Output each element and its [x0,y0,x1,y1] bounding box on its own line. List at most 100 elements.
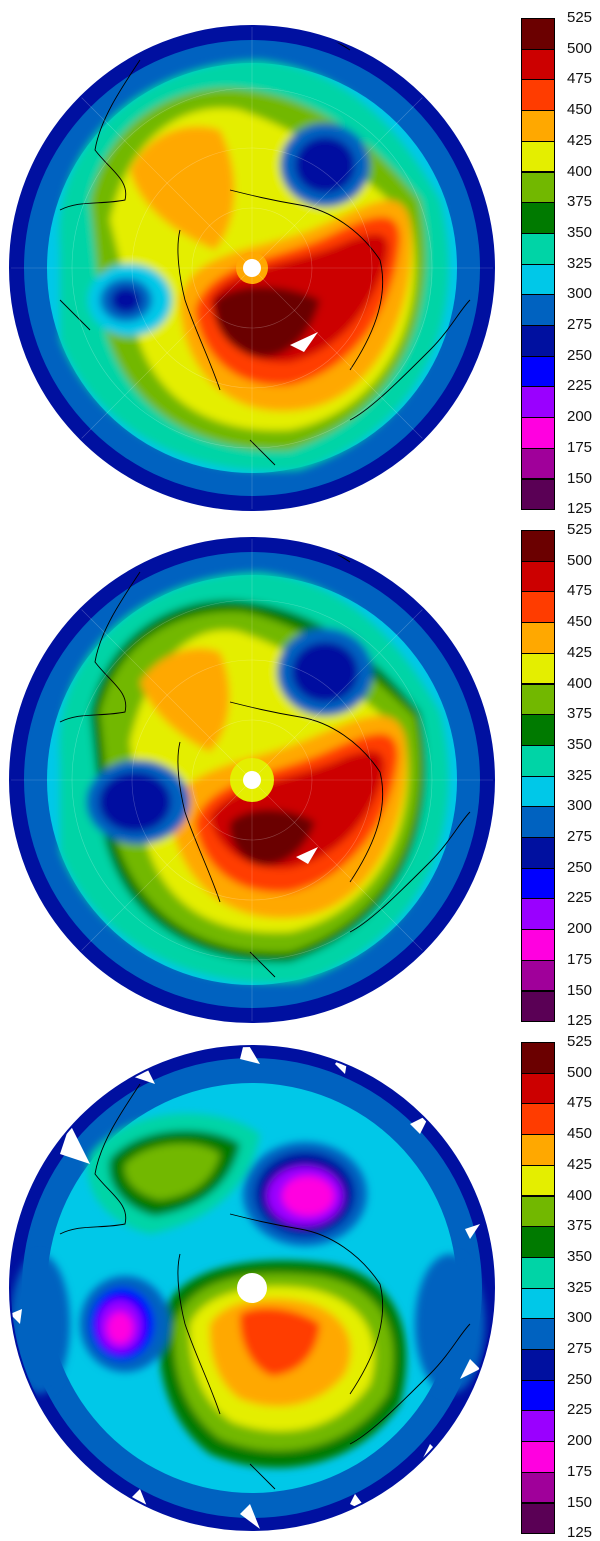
colorbar-swatch [521,1379,555,1412]
colorbar-tick-label: 175 [567,950,593,968]
colorbar-tick-label: 250 [567,346,593,364]
colorbar-swatch [521,1349,555,1381]
colorbar-swatch [521,1441,555,1473]
map-boundary-2 [9,537,495,1023]
colorbar-swatch [521,1195,555,1228]
ozone-field-2 [10,538,494,1022]
colorbar-tick-label: 125 [567,1524,593,1541]
colorbar-tick-label: 400 [567,1186,593,1204]
colorbar-tick-label: 175 [567,1462,593,1480]
polar-map-1 [9,25,495,511]
colorbar-tick-label: 175 [567,438,593,456]
colorbar-tick-label: 325 [567,254,593,272]
colorbar-tick-label: 200 [567,408,593,426]
colorbar-tick-label: 450 [567,613,593,631]
ozone-field-1 [10,26,494,510]
colorbar-swatch [521,355,555,388]
colorbar-swatch [521,775,555,808]
colorbar-swatch [521,990,555,1023]
colorbar-swatch [521,1471,555,1504]
colorbar-swatch [521,837,555,869]
colorbar-tick-label: 375 [567,1217,593,1235]
colorbar-tick-label: 350 [567,223,593,241]
coastlines-2 [59,538,471,978]
colorbar-swatch [521,1256,555,1289]
colorbar-swatch [521,263,555,296]
colorbar-tick-label: 225 [567,889,593,907]
colorbar-tick-label: 350 [567,1247,593,1265]
colorbar-swatch [521,140,555,173]
colorbar-swatch [521,232,555,265]
colorbar-swatch [521,202,555,234]
map-boundary-1 [9,25,495,511]
coastlines-1 [59,26,471,466]
colorbar-swatch [521,683,555,716]
colorbar-tick-label: 275 [567,1340,593,1357]
colorbar-tick-label: 450 [567,1125,593,1143]
colorbar-tick-label: 200 [567,1432,593,1450]
colorbar-tick-label: 150 [567,981,593,999]
map-panel-2 [0,512,600,1024]
colorbar-swatch [521,417,555,449]
colorbar-tick-label: 375 [567,705,593,723]
colorbar-tick-label: 200 [567,920,593,938]
colorbar-tick-label: 250 [567,1370,593,1388]
colorbar-tick-label: 225 [567,377,593,395]
colorbar-swatch [521,1502,555,1535]
colorbar-swatch [521,1164,555,1197]
colorbar-swatch [521,714,555,746]
colorbar-swatch [521,294,555,326]
colorbar-swatch [521,1134,555,1166]
colorbar-swatch [521,478,555,511]
colorbar-tick-label: 275 [567,828,593,845]
polar-map-2 [9,537,495,1023]
map-panel-3 [0,1024,600,1536]
colorbar-tick-label: 250 [567,858,593,876]
colorbar-tick-label: 425 [567,643,593,661]
colorbar-swatch [521,1226,555,1258]
colorbar-swatch [521,1287,555,1320]
colorbar-tick-label: 350 [567,735,593,753]
colorbar-swatch [521,806,555,838]
colorbar-tick-label: 325 [567,766,593,784]
colorbar-swatch [521,959,555,992]
colorbar-tick-label: 300 [567,285,593,303]
colorbar-swatch [521,867,555,900]
colorbar-tick-label: 300 [567,797,593,815]
colorbar-swatch [521,1410,555,1443]
colorbar-swatch [521,18,555,50]
ozone-field-3 [10,1046,494,1530]
colorbar-tick-label: 325 [567,1278,593,1296]
colorbar-tick-label: 500 [567,551,593,569]
colorbar-tick-label: 450 [567,101,593,119]
colorbar-swatch [521,1042,555,1074]
colorbar-tick-label: 225 [567,1401,593,1419]
colorbar-swatch [521,744,555,777]
map-panel-1 [0,0,600,512]
colorbar-tick-label: 475 [567,70,593,88]
polar-map-3 [9,1045,495,1531]
gridlines-2 [10,538,494,1022]
colorbar-1: 525 500 475 450 425 400 375 350 325 300 275 250 225 2… [521,0,592,516]
colorbar-tick-label: 525 [567,9,593,26]
colorbar-tick-label: 275 [567,316,593,333]
colorbar-tick-label: 475 [567,582,593,600]
colorbar-tick-label: 525 [567,521,593,538]
colorbar-swatch [521,171,555,204]
colorbar-swatch [521,1072,555,1105]
colorbar-swatch [521,447,555,480]
colorbar-tick-label: 425 [567,131,593,149]
colorbar-swatch [521,110,555,142]
colorbar-tick-label: 400 [567,162,593,180]
colorbar-swatch [521,591,555,624]
colorbar-tick-label: 300 [567,1309,593,1327]
colorbar-tick-label: 525 [567,1033,593,1050]
colorbar-tick-label: 125 [567,1012,593,1030]
colorbar-tick-label: 425 [567,1155,593,1173]
colorbar-swatch [521,898,555,931]
colorbar-swatch [521,622,555,654]
colorbar-swatch [521,386,555,419]
colorbar-tick-label: 475 [567,1094,593,1112]
colorbar-tick-label: 500 [567,39,593,57]
colorbar-swatch [521,1318,555,1350]
